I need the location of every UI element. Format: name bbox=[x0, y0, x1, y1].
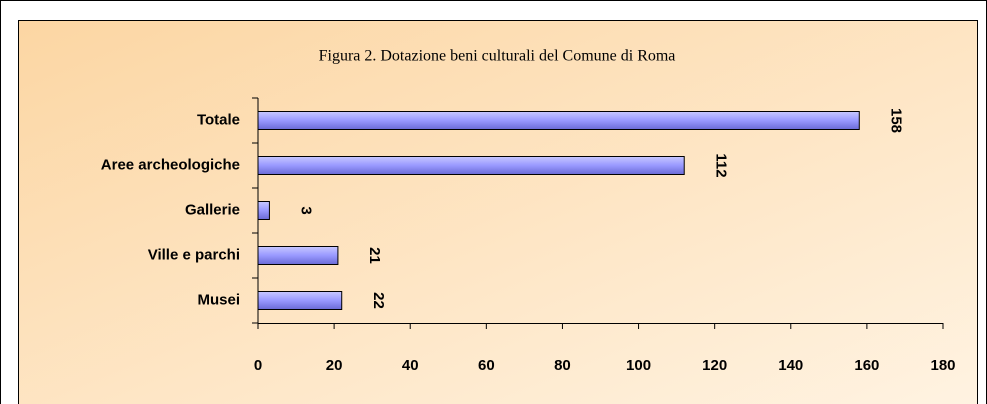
data-label: 21 bbox=[366, 247, 383, 264]
data-label: 3 bbox=[297, 206, 314, 214]
x-tick-label: 80 bbox=[554, 357, 571, 374]
y-tick-label: Aree archeologiche bbox=[101, 156, 240, 173]
data-label: 158 bbox=[887, 108, 904, 133]
bar bbox=[257, 246, 339, 265]
plot-panel bbox=[18, 20, 978, 404]
x-tick-label: 140 bbox=[778, 357, 803, 374]
x-tick-label: 100 bbox=[626, 357, 651, 374]
x-tick-label: 40 bbox=[402, 357, 419, 374]
x-tick-label: 120 bbox=[702, 357, 727, 374]
x-tick-label: 160 bbox=[854, 357, 879, 374]
x-tick-label: 180 bbox=[930, 357, 955, 374]
data-label: 112 bbox=[712, 153, 729, 177]
x-tick-label: 0 bbox=[254, 357, 262, 374]
bar bbox=[257, 201, 270, 220]
bar bbox=[257, 291, 343, 310]
bar bbox=[257, 156, 685, 175]
bar bbox=[257, 111, 860, 130]
chart-title: Figura 2. Dotazione beni culturali del C… bbox=[319, 48, 676, 65]
x-tick-label: 20 bbox=[326, 357, 343, 374]
y-tick-label: Musei bbox=[197, 291, 240, 308]
data-label: 22 bbox=[370, 292, 387, 309]
y-tick-label: Gallerie bbox=[185, 201, 240, 218]
y-tick-label: Totale bbox=[197, 111, 240, 128]
y-tick-label: Ville e parchi bbox=[148, 246, 240, 263]
x-tick-label: 60 bbox=[478, 357, 495, 374]
